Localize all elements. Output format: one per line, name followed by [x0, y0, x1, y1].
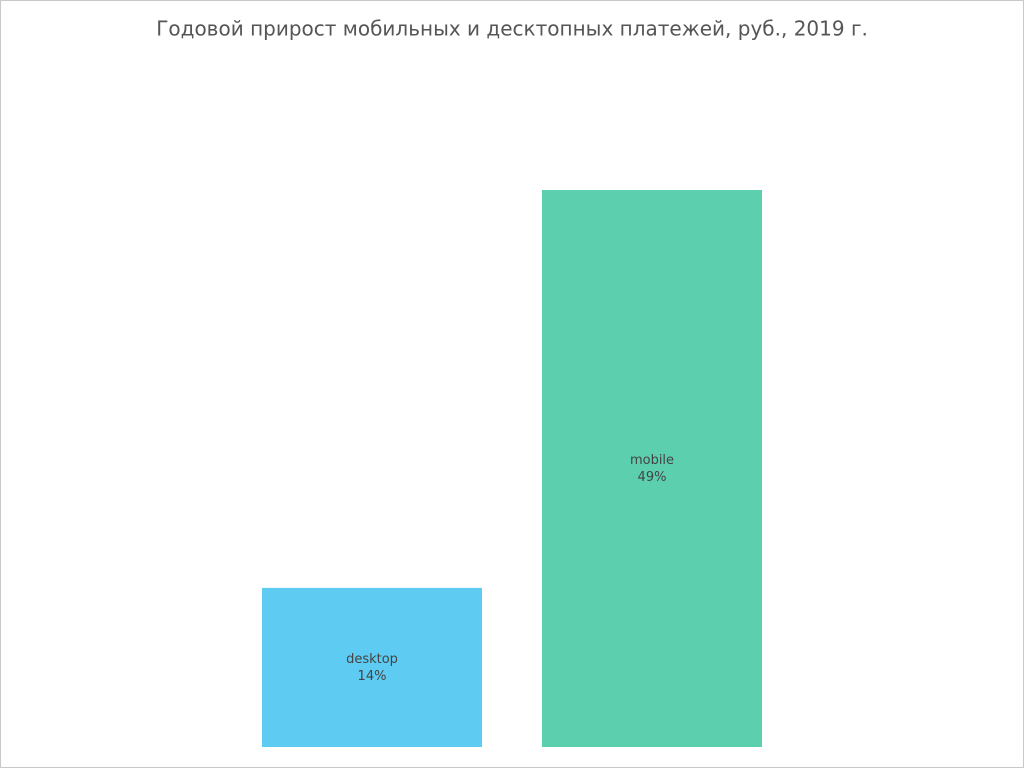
chart-title: Годовой прирост мобильных и десктопных п… [156, 17, 868, 41]
bar [542, 190, 762, 747]
bar-category-label: desktop [346, 652, 398, 667]
bar-category-label: mobile [630, 453, 674, 468]
bar [262, 587, 482, 747]
bar-value-label: 14% [358, 669, 387, 684]
bar-value-label: 49% [638, 470, 667, 485]
